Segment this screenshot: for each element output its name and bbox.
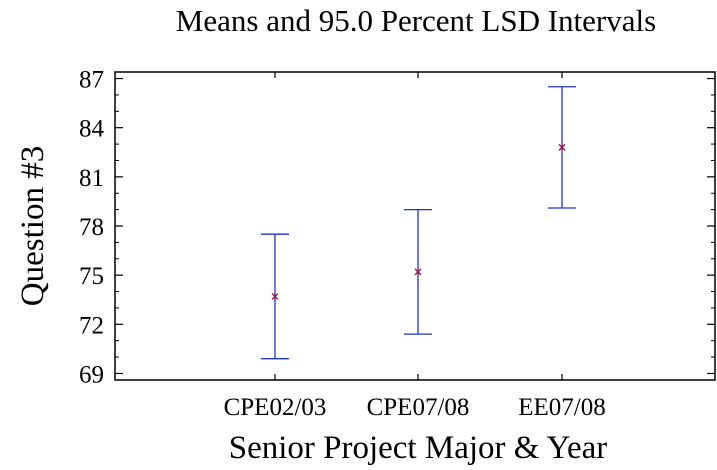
x-tick-label: EE07/08 xyxy=(518,394,606,421)
x-tick-label: CPE07/08 xyxy=(367,394,470,421)
y-tick-label: 81 xyxy=(79,165,104,192)
x-axis-title: Senior Project Major & Year xyxy=(229,430,608,466)
y-tick-label: 69 xyxy=(79,361,104,388)
y-tick-label: 84 xyxy=(79,116,105,143)
mean-marker xyxy=(271,292,279,300)
y-axis: 69 72 75 78 81 84 87 xyxy=(79,67,715,388)
y-tick-label: 75 xyxy=(79,263,104,290)
mean-marker xyxy=(414,268,422,276)
x-axis: CPE02/03 CPE07/08 EE07/08 xyxy=(224,72,606,421)
lsd-intervals xyxy=(261,86,576,360)
y-tick-label: 72 xyxy=(79,312,104,339)
y-tick-label: 78 xyxy=(79,214,104,241)
y-axis-title: Question #3 xyxy=(15,146,51,306)
mean-marker xyxy=(558,143,566,151)
x-tick-label: CPE02/03 xyxy=(224,394,327,421)
chart-title: Means and 95.0 Percent LSD Intervals xyxy=(176,3,656,38)
y-tick-label: 87 xyxy=(79,67,104,94)
